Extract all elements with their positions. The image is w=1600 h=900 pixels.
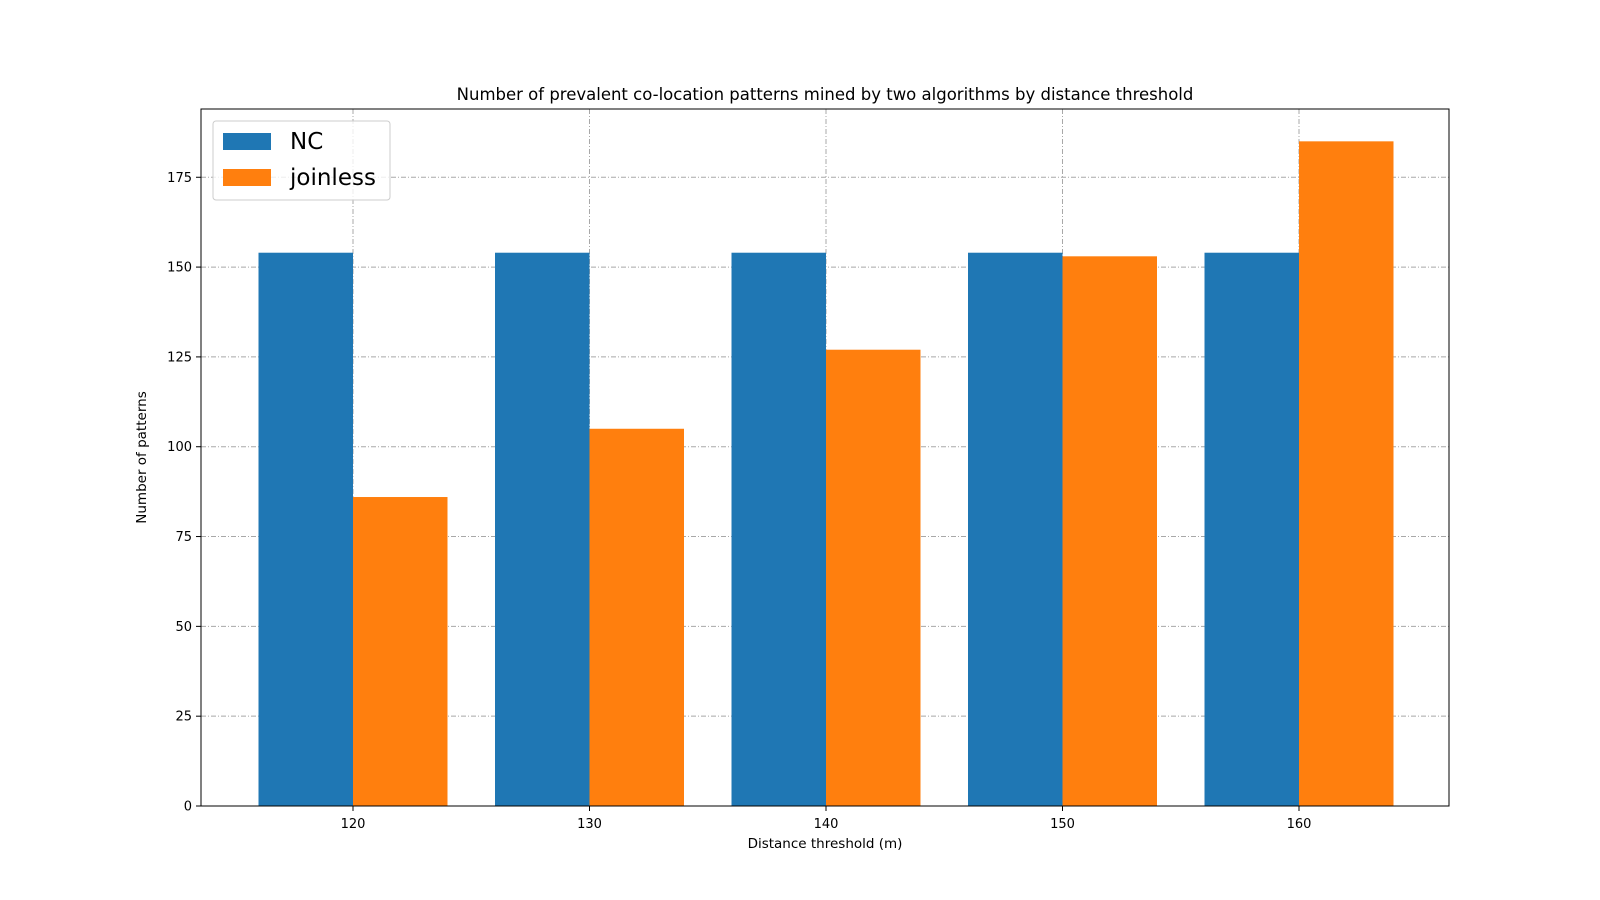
y-tick-label: 75: [175, 530, 192, 545]
bar-nc-160: [1204, 252, 1299, 807]
ticks: 0 25 50 75 100 125 150 175 120 130 140 150 160: [167, 171, 1311, 832]
x-tick-label: 160: [1287, 817, 1312, 832]
x-tick-label: 140: [814, 817, 839, 832]
bar-joinless-160: [1299, 141, 1394, 806]
legend-label-joinless: joinless: [289, 165, 376, 191]
bar-joinless-140: [826, 349, 921, 806]
x-axis-label: Distance threshold (m): [748, 836, 903, 852]
bar-joinless-120: [353, 497, 448, 806]
bar-nc-150: [968, 252, 1063, 807]
y-tick-label: 50: [175, 620, 192, 635]
y-tick-label: 150: [167, 261, 192, 276]
y-tick-label: 175: [167, 171, 192, 186]
bar-nc-140: [731, 252, 826, 807]
x-tick-label: 120: [341, 817, 366, 832]
x-tick-label: 130: [577, 817, 602, 832]
bar-joinless-130: [589, 428, 684, 806]
y-tick-label: 125: [167, 350, 192, 365]
plot-frame: [200, 108, 1450, 807]
y-axis-label: Number of patterns: [134, 391, 150, 523]
legend: NC joinless: [212, 120, 391, 201]
bar-joinless-150: [1062, 256, 1157, 806]
chart-title: Number of prevalent co-location patterns…: [457, 85, 1194, 104]
x-tick-label: 150: [1050, 817, 1075, 832]
legend-swatch-joinless: [223, 169, 271, 186]
y-tick-label: 0: [184, 800, 192, 815]
legend-swatch-nc: [223, 133, 271, 150]
bar-nc-130: [495, 252, 590, 807]
bars: [258, 141, 1394, 807]
legend-label-nc: NC: [290, 129, 323, 155]
y-tick-label: 25: [175, 710, 192, 725]
bar-nc-120: [258, 252, 353, 807]
y-tick-label: 100: [167, 440, 192, 455]
